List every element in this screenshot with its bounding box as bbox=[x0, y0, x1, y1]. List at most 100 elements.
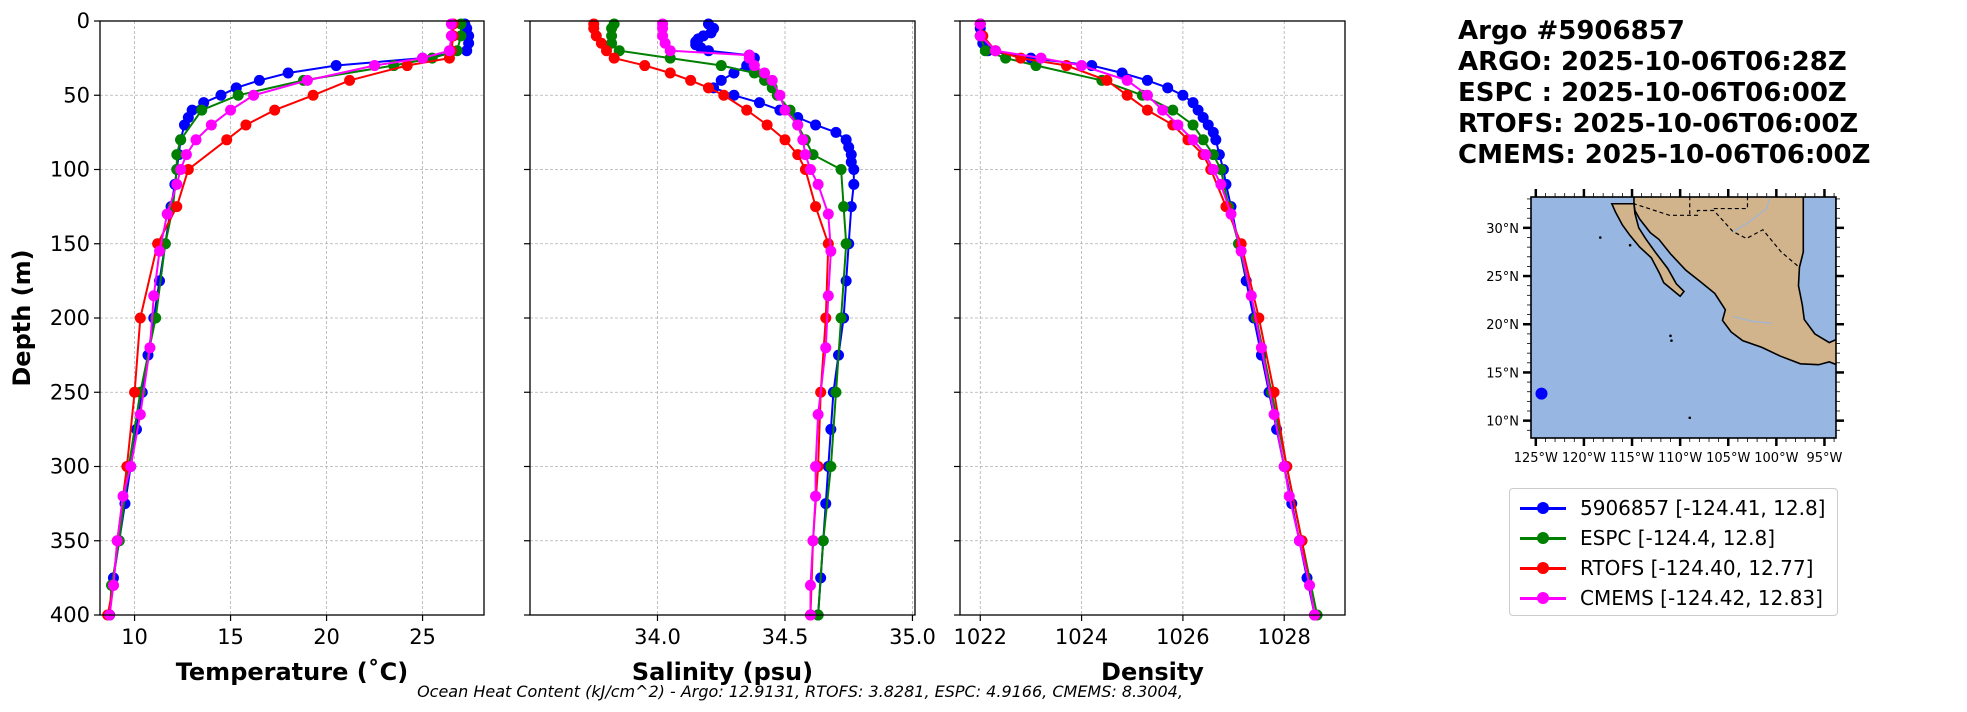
data-point-cmems bbox=[812, 178, 824, 190]
series-line-espc bbox=[610, 23, 848, 616]
data-point-cmems bbox=[1245, 290, 1257, 302]
legend-label-cmems: CMEMS [-124.42, 12.83] bbox=[1580, 586, 1823, 610]
data-point-rtofs bbox=[741, 104, 753, 116]
data-point-espc bbox=[1167, 104, 1179, 116]
map-lon-label: 125°W bbox=[1514, 451, 1558, 466]
data-point-rtofs bbox=[171, 201, 183, 213]
data-point-argo bbox=[820, 498, 832, 510]
legend-item-cmems: CMEMS [-124.42, 12.83] bbox=[1518, 583, 1823, 613]
map-float-marker bbox=[1535, 387, 1548, 400]
data-point-rtofs bbox=[779, 134, 791, 146]
chart-panel-salinity: 34.0 34.5 35.0 Salinity (psu) bbox=[524, 18, 936, 686]
data-point-cmems bbox=[445, 30, 457, 42]
map-land-group bbox=[1598, 197, 1836, 420]
data-point-cmems bbox=[1187, 134, 1199, 146]
data-point-cmems bbox=[1278, 461, 1290, 472]
ocean-heat-content-note: Ocean Heat Content (kJ/cm^2) - Argo: 12.… bbox=[417, 682, 1183, 701]
data-point-espc bbox=[1197, 134, 1209, 146]
data-point-espc bbox=[171, 149, 183, 161]
data-point-espc bbox=[232, 89, 244, 101]
data-point-cmems bbox=[1293, 535, 1305, 547]
map-border bbox=[1611, 203, 1800, 268]
map-lat-label: 15°N bbox=[1486, 366, 1519, 381]
x-tick-label: 1028 bbox=[1257, 625, 1310, 649]
data-point-espc bbox=[825, 461, 837, 472]
data-point-cmems bbox=[804, 164, 816, 175]
data-point-espc bbox=[715, 60, 727, 72]
data-point-cmems bbox=[205, 119, 217, 131]
legend-label-argo: 5906857 [-124.41, 12.8] bbox=[1580, 496, 1826, 520]
map-lon-label: 110°W bbox=[1658, 451, 1702, 466]
x-axis-label: Temperature (˚C) bbox=[176, 658, 409, 686]
data-point-rtofs bbox=[820, 312, 832, 324]
x-tick-label: 35.0 bbox=[889, 625, 936, 649]
y-tick-label: 0 bbox=[77, 9, 90, 33]
map-gulf-of-mexico bbox=[1797, 197, 1836, 344]
data-point-cmems bbox=[792, 119, 804, 131]
data-point-rtofs bbox=[664, 67, 676, 79]
series-line-argo bbox=[108, 23, 470, 616]
data-point-rtofs bbox=[702, 82, 714, 94]
legend-item-argo: 5906857 [-124.41, 12.8] bbox=[1518, 493, 1825, 523]
data-point-cmems bbox=[1235, 245, 1247, 257]
data-point-cmems bbox=[974, 18, 986, 30]
chart-panel-temperature: 10 15 20 25050100150200250300350400Temperat… bbox=[8, 9, 485, 686]
data-point-espc bbox=[455, 30, 467, 42]
data-point-cmems bbox=[807, 535, 819, 547]
x-tick-label: 1024 bbox=[1055, 625, 1108, 649]
data-point-espc bbox=[835, 312, 847, 324]
map-frame bbox=[1530, 196, 1837, 439]
chart-panel-density: 1022 1024 1026 1028 Density bbox=[954, 18, 1346, 686]
x-tick-label: 10 bbox=[121, 625, 148, 649]
data-point-argo bbox=[253, 74, 265, 86]
y-axis-label: Depth (m) bbox=[8, 249, 36, 386]
data-point-argo bbox=[1162, 82, 1174, 94]
legend-swatch-rtofs bbox=[1518, 558, 1568, 578]
data-point-cmems bbox=[1200, 149, 1212, 161]
legend-swatch-argo bbox=[1518, 498, 1568, 518]
map-lon-label: 95°W bbox=[1807, 451, 1843, 466]
map-lat-label: 10°N bbox=[1486, 415, 1519, 430]
data-point-cmems bbox=[171, 178, 183, 190]
x-tick-label: 15 bbox=[217, 625, 244, 649]
data-point-cmems bbox=[144, 342, 156, 354]
data-point-argo bbox=[810, 119, 822, 131]
data-point-espc bbox=[1187, 119, 1199, 131]
data-point-cmems bbox=[148, 290, 160, 302]
data-point-cmems bbox=[134, 409, 146, 421]
data-point-cmems bbox=[1141, 89, 1153, 101]
data-point-espc bbox=[196, 104, 208, 116]
data-point-rtofs bbox=[718, 89, 730, 101]
data-point-rtofs bbox=[129, 386, 141, 398]
legend-swatch-espc bbox=[1518, 528, 1568, 548]
map-island bbox=[1598, 236, 1602, 239]
map-lat-label: 30°N bbox=[1486, 222, 1519, 237]
x-tick-label: 25 bbox=[409, 625, 436, 649]
data-point-cmems bbox=[825, 245, 837, 257]
legend-swatch-cmems bbox=[1518, 588, 1568, 608]
data-point-cmems bbox=[154, 245, 166, 257]
title-float-id: Argo #5906857 bbox=[1458, 16, 1685, 46]
data-point-cmems bbox=[161, 208, 173, 220]
data-point-rtofs bbox=[401, 60, 413, 72]
x-axis-label: Salinity (psu) bbox=[632, 658, 813, 686]
data-point-cmems bbox=[1255, 342, 1267, 354]
map-island bbox=[1670, 339, 1673, 342]
inset-map: 30°N 25°N 20°N 15°N 10°N 125°W 120°W 115°W 110°W… bbox=[1486, 189, 1844, 466]
data-point-rtofs bbox=[761, 119, 773, 131]
data-point-espc bbox=[835, 164, 847, 175]
x-tick-label: 1022 bbox=[954, 625, 1007, 649]
data-point-cmems bbox=[748, 60, 760, 72]
x-axis-label: Density bbox=[1101, 658, 1204, 686]
data-point-cmems bbox=[190, 134, 202, 146]
map-lat-label: 20°N bbox=[1486, 318, 1519, 333]
data-point-cmems bbox=[810, 490, 822, 502]
data-point-rtofs bbox=[608, 52, 620, 64]
data-point-rtofs bbox=[600, 45, 612, 57]
y-tick-label: 50 bbox=[63, 83, 90, 107]
data-point-cmems bbox=[248, 89, 260, 101]
data-point-cmems bbox=[1207, 164, 1219, 175]
map-island bbox=[1669, 334, 1672, 338]
data-point-rtofs bbox=[182, 164, 194, 175]
legend: 5906857 [-124.41, 12.8] ESPC [-124.4, 12… bbox=[1509, 488, 1838, 616]
